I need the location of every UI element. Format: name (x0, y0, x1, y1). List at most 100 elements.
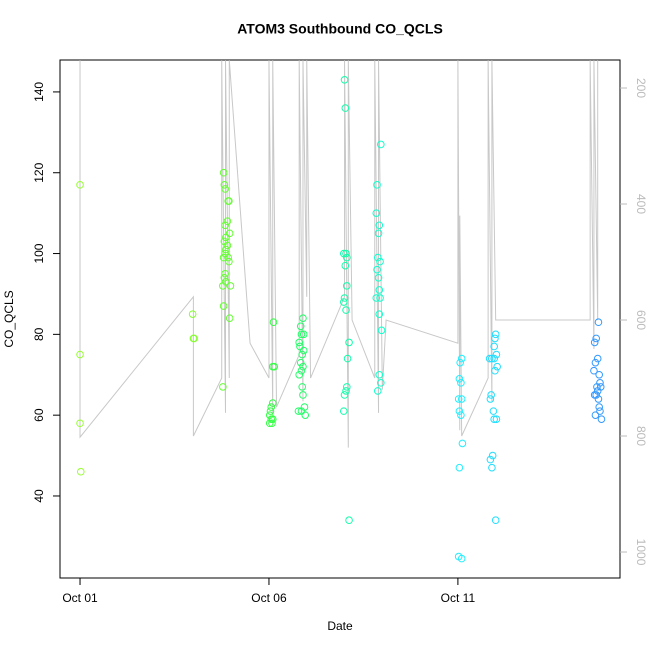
point (376, 294, 384, 302)
point (225, 229, 234, 238)
point (457, 411, 465, 419)
point (373, 265, 381, 274)
y2-tick-label: 1000 (634, 539, 648, 566)
point (591, 358, 600, 367)
point (340, 75, 349, 84)
y2-tick-label: 200 (634, 78, 648, 98)
point (590, 366, 598, 375)
point (457, 554, 466, 563)
point (219, 168, 228, 177)
point (488, 354, 496, 363)
point (298, 383, 307, 391)
point (299, 346, 308, 355)
point (375, 221, 384, 230)
point (455, 375, 464, 383)
point (220, 181, 229, 189)
point (296, 322, 305, 331)
point (486, 455, 495, 464)
point (76, 419, 84, 428)
point (266, 407, 275, 415)
point (225, 257, 233, 266)
point (301, 411, 310, 419)
point (591, 411, 600, 419)
point (594, 395, 603, 403)
point (593, 354, 602, 363)
y-tick-label: 140 (32, 82, 46, 102)
point (76, 181, 84, 189)
point (268, 399, 277, 407)
point (592, 334, 600, 343)
point (76, 350, 84, 359)
point (221, 221, 229, 230)
point (455, 407, 464, 415)
point (592, 391, 600, 399)
point (491, 366, 499, 375)
chart-title: ATOM3 Southbound CO_QCLS (237, 21, 443, 37)
point (372, 294, 381, 302)
point (219, 282, 227, 290)
point (223, 217, 232, 226)
point (219, 253, 228, 262)
point (490, 342, 498, 351)
point (343, 354, 352, 363)
point (269, 318, 278, 327)
point (377, 379, 385, 387)
y-tick-label: 100 (32, 243, 46, 263)
point (76, 467, 85, 476)
point (487, 391, 495, 399)
point (375, 286, 384, 294)
point (341, 261, 350, 270)
y-tick-label: 80 (32, 327, 46, 341)
point (219, 383, 227, 391)
point (590, 338, 599, 347)
point (374, 229, 383, 238)
point (488, 451, 497, 460)
point (299, 391, 307, 399)
point (490, 415, 498, 424)
point (296, 358, 305, 367)
point (219, 302, 228, 310)
point (343, 253, 351, 262)
point (342, 249, 350, 258)
point (223, 241, 232, 250)
y2-tick-label: 600 (634, 310, 648, 330)
x-tick-label: Oct 01 (62, 591, 98, 605)
point (457, 379, 465, 387)
point (373, 387, 382, 395)
point (340, 391, 349, 399)
point (342, 387, 350, 395)
point (296, 342, 304, 351)
point (374, 273, 383, 282)
x-tick-label: Oct 06 (251, 591, 287, 605)
point (377, 140, 385, 149)
point (225, 314, 234, 322)
point (297, 407, 306, 415)
point (295, 338, 303, 347)
point (221, 185, 229, 193)
point (490, 354, 498, 363)
point (456, 358, 464, 367)
point (295, 370, 303, 379)
point (220, 273, 229, 282)
point (343, 282, 351, 290)
point (489, 407, 498, 415)
point (457, 354, 466, 363)
y-tick-label: 40 (32, 489, 46, 503)
point (376, 257, 384, 266)
point (221, 269, 229, 278)
point (294, 407, 303, 415)
point (268, 419, 276, 428)
point (265, 419, 274, 428)
point (593, 383, 601, 391)
point (458, 439, 467, 448)
point (299, 330, 308, 339)
point (299, 314, 307, 322)
point (340, 294, 349, 302)
point (267, 403, 276, 411)
point (454, 395, 463, 403)
point (226, 282, 235, 290)
y2-tick-label: 400 (634, 194, 648, 214)
point (342, 306, 350, 314)
point (377, 326, 386, 335)
